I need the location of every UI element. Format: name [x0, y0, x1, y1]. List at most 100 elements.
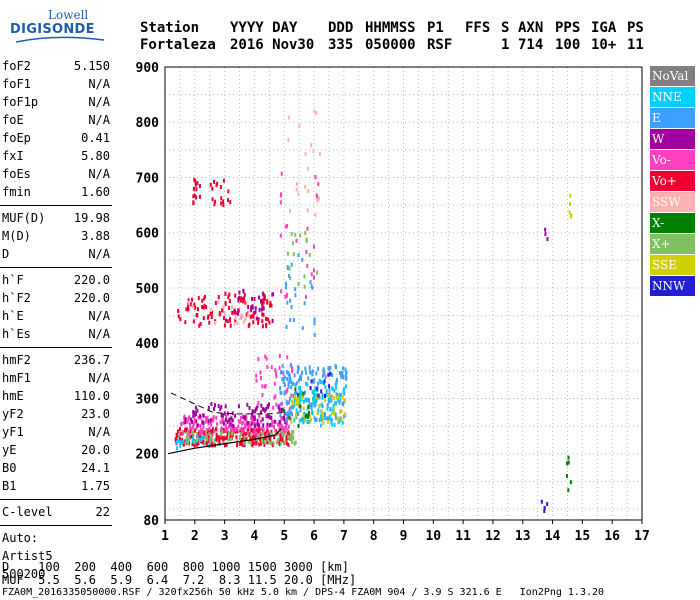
echo-point [282, 433, 285, 438]
echo-point [231, 411, 234, 416]
echo-point [314, 393, 317, 398]
echo-point [225, 436, 228, 441]
echo-point [312, 390, 315, 395]
echo-point [243, 296, 246, 301]
echo-point [296, 411, 299, 416]
echo-point [287, 424, 290, 429]
echo-point [279, 422, 282, 427]
echo-point [307, 189, 310, 194]
echo-point [540, 499, 543, 504]
echo-point [192, 414, 195, 419]
echo-point [249, 314, 252, 319]
series-NNW [309, 371, 549, 514]
profile-trace-dashed [170, 392, 285, 415]
echo-point [226, 427, 229, 432]
echo-point [340, 393, 343, 398]
echo-point [339, 371, 342, 376]
header-s-value: 1 [501, 37, 510, 53]
echo-point [245, 431, 248, 436]
param-row: foF1p N/A [2, 95, 110, 109]
echo-point [231, 431, 234, 436]
echo-point [253, 297, 256, 302]
echo-point [292, 252, 295, 257]
plot-frame [164, 66, 643, 521]
echo-point [202, 425, 205, 430]
echo-point [289, 208, 292, 213]
echo-point [222, 203, 225, 208]
echo-point [191, 419, 194, 424]
echo-point [313, 403, 316, 408]
echo-point [262, 300, 265, 305]
echo-point [220, 405, 223, 410]
echo-point [305, 397, 308, 402]
echo-point [302, 399, 305, 404]
echo-point [268, 303, 271, 308]
echo-point [195, 419, 198, 424]
echo-point [252, 320, 255, 325]
x-tick-label: 2 [191, 529, 199, 544]
echo-point [213, 406, 216, 411]
echo-point [321, 373, 324, 378]
echo-point [251, 438, 254, 443]
param-value: N/A [88, 327, 110, 341]
echo-point [306, 414, 309, 419]
echo-point [294, 287, 297, 292]
header-year-day-label: YYYY DAY [230, 20, 298, 36]
echo-point [289, 318, 292, 323]
echo-point [212, 415, 215, 420]
logo-swoosh-icon [16, 36, 105, 43]
echo-point [312, 148, 315, 153]
echo-point [187, 298, 190, 303]
echo-point [180, 422, 183, 427]
echo-point [288, 373, 291, 378]
echo-point [255, 430, 258, 435]
echo-point [191, 425, 194, 430]
echo-point [311, 369, 314, 374]
echo-point [299, 408, 302, 413]
echo-point [342, 387, 345, 392]
echo-point [240, 296, 243, 301]
echo-point [302, 406, 305, 411]
echo-point [253, 415, 256, 420]
echo-point [283, 375, 286, 380]
echo-point [189, 425, 192, 430]
echo-point [192, 201, 195, 206]
echo-point [301, 370, 304, 375]
echo-point [294, 440, 297, 445]
echo-point [184, 320, 187, 325]
param-value: 0.41 [81, 131, 110, 145]
auto-version: 500200 [2, 567, 46, 581]
echo-point [290, 231, 293, 236]
echo-point [265, 430, 268, 435]
muf-value: 11.5 [247, 573, 277, 587]
param-label: h`F [2, 273, 24, 287]
echo-point [266, 422, 269, 427]
muf-value: 20.0 [283, 573, 313, 587]
echo-point [302, 391, 305, 396]
echo-point [304, 231, 307, 236]
echo-point [216, 441, 219, 446]
echo-point [283, 408, 286, 413]
echo-point [222, 305, 225, 310]
echo-point [294, 401, 297, 406]
echo-point [261, 437, 264, 442]
echo-point [261, 392, 264, 397]
echo-point [272, 424, 275, 429]
echo-point [274, 419, 277, 424]
echo-point [213, 179, 216, 184]
x-tick-label: 3 [221, 529, 229, 544]
echo-point [255, 428, 258, 433]
echo-point [255, 378, 258, 383]
echo-point [222, 421, 225, 426]
echo-point [195, 432, 198, 437]
echo-point [182, 420, 185, 425]
echo-point [236, 443, 239, 448]
echo-point [324, 412, 327, 417]
echo-point [304, 294, 307, 299]
echo-point [261, 407, 264, 412]
header-axn-label: AXN [518, 20, 544, 36]
muf-value: 5.9 [110, 573, 133, 587]
echo-point [193, 177, 196, 182]
echo-point [294, 383, 297, 388]
param-row: C-level 22 [2, 505, 110, 519]
